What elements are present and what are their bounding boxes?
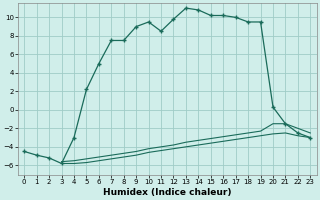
- X-axis label: Humidex (Indice chaleur): Humidex (Indice chaleur): [103, 188, 232, 197]
